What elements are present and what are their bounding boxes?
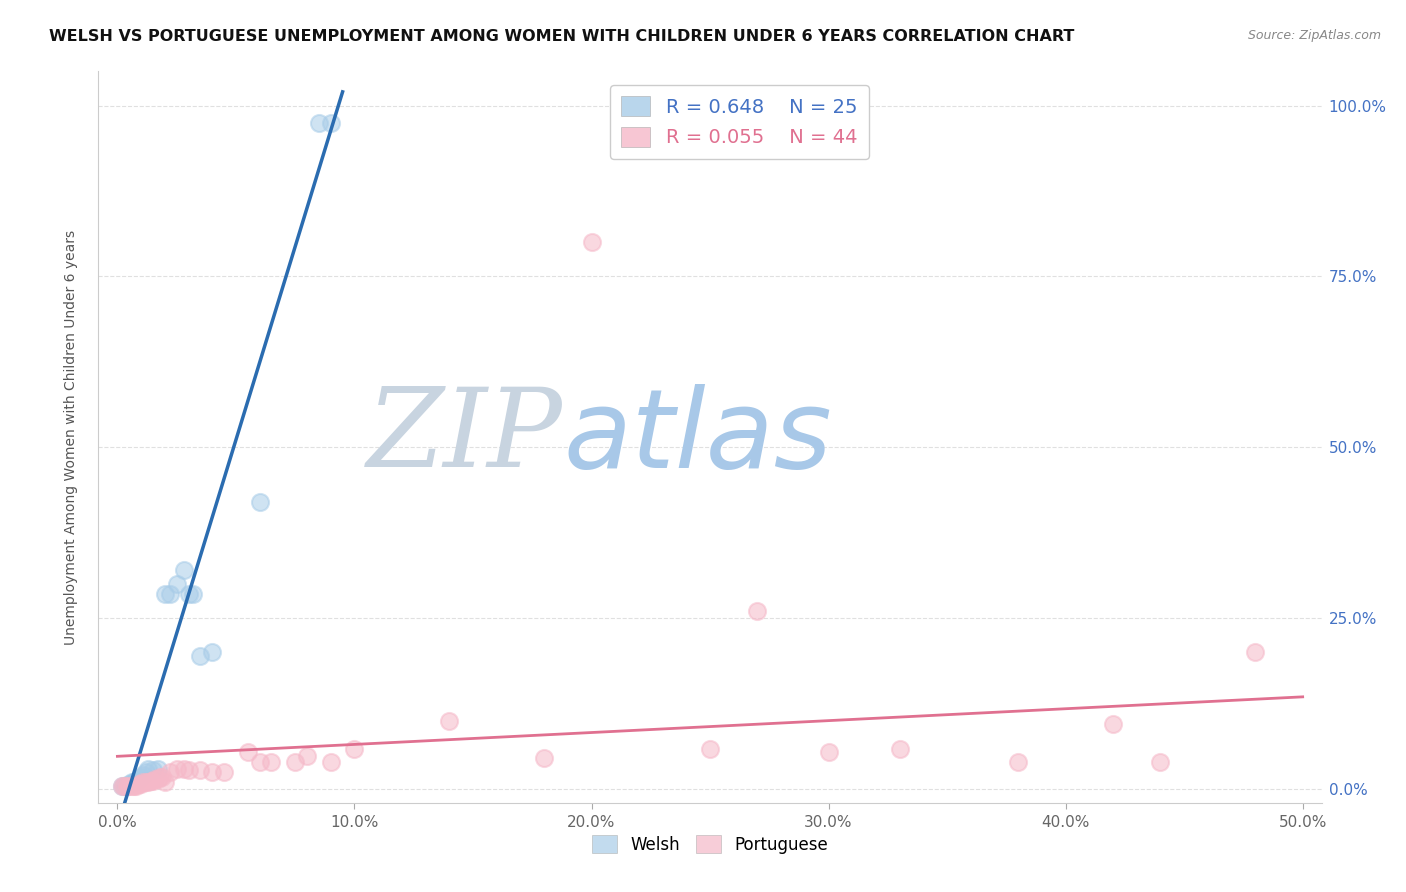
Point xyxy=(135,775,157,789)
Point xyxy=(1149,755,1171,769)
Point xyxy=(136,775,159,789)
Point xyxy=(122,775,145,789)
Point xyxy=(129,770,152,784)
Point xyxy=(129,777,152,791)
Point xyxy=(177,763,200,777)
Point xyxy=(136,762,159,776)
Point xyxy=(111,779,134,793)
Point xyxy=(212,765,235,780)
Text: ZIP: ZIP xyxy=(367,384,564,491)
Point xyxy=(1244,645,1267,659)
Point xyxy=(817,745,839,759)
Point xyxy=(118,777,141,791)
Point xyxy=(1102,717,1125,731)
Point xyxy=(181,587,204,601)
Point xyxy=(260,755,283,769)
Point xyxy=(139,773,162,788)
Point xyxy=(111,779,134,793)
Point xyxy=(236,745,259,759)
Text: WELSH VS PORTUGUESE UNEMPLOYMENT AMONG WOMEN WITH CHILDREN UNDER 6 YEARS CORRELA: WELSH VS PORTUGUESE UNEMPLOYMENT AMONG W… xyxy=(49,29,1074,44)
Point xyxy=(284,755,307,769)
Point xyxy=(439,714,461,728)
Y-axis label: Unemployment Among Women with Children Under 6 years: Unemployment Among Women with Children U… xyxy=(63,229,77,645)
Point xyxy=(121,775,143,789)
Point xyxy=(125,779,148,793)
Point xyxy=(149,770,172,784)
Point xyxy=(747,604,769,618)
Point xyxy=(319,115,342,129)
Point xyxy=(173,563,195,577)
Point xyxy=(125,773,148,788)
Point xyxy=(146,762,169,776)
Point xyxy=(166,762,188,776)
Text: atlas: atlas xyxy=(564,384,832,491)
Point xyxy=(159,765,181,780)
Point xyxy=(319,755,342,769)
Point xyxy=(201,765,224,780)
Point xyxy=(153,775,176,789)
Point xyxy=(249,495,271,509)
Point xyxy=(188,763,212,777)
Point xyxy=(115,779,138,793)
Point xyxy=(118,779,141,793)
Point xyxy=(143,772,166,786)
Point xyxy=(343,742,366,756)
Point xyxy=(889,742,911,756)
Point xyxy=(188,648,212,663)
Point xyxy=(114,779,136,793)
Point xyxy=(121,779,143,793)
Point xyxy=(128,772,150,786)
Point xyxy=(201,645,224,659)
Point xyxy=(142,773,165,788)
Point xyxy=(135,765,157,780)
Point xyxy=(173,762,195,776)
Point xyxy=(115,779,138,793)
Point xyxy=(308,115,330,129)
Point xyxy=(142,763,165,777)
Point xyxy=(132,768,155,782)
Point xyxy=(128,777,150,791)
Text: Source: ZipAtlas.com: Source: ZipAtlas.com xyxy=(1247,29,1381,42)
Legend: Welsh, Portuguese: Welsh, Portuguese xyxy=(585,829,835,860)
Point xyxy=(122,779,145,793)
Point xyxy=(249,755,271,769)
Point xyxy=(159,587,181,601)
Point xyxy=(581,235,603,250)
Point xyxy=(114,779,136,793)
Point xyxy=(166,577,188,591)
Point xyxy=(699,742,721,756)
Point xyxy=(153,587,176,601)
Point xyxy=(295,749,318,764)
Point xyxy=(132,775,155,789)
Point xyxy=(152,770,174,784)
Point xyxy=(146,772,169,786)
Point xyxy=(177,587,200,601)
Point xyxy=(1007,755,1029,769)
Point xyxy=(533,751,555,765)
